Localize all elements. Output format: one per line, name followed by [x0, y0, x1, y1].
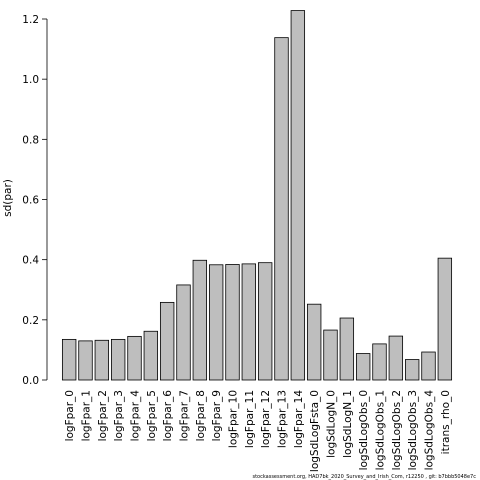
- y-tick-label: 0.0: [22, 375, 39, 387]
- x-tick-label: logSdLogN_0: [326, 390, 338, 458]
- bar-logfpar-14: [290, 10, 306, 381]
- bar-logfpar-12: [257, 262, 273, 381]
- x-tick-label: logFpar_8: [195, 390, 207, 441]
- bar-logfpar-7: [176, 284, 191, 381]
- bar-logsdlogobs-0: [355, 353, 371, 381]
- bar-logsdlogobs-1: [372, 343, 387, 381]
- bar-logsdlogn-1: [339, 317, 355, 381]
- y-tick-label: 0.4: [22, 255, 39, 267]
- x-tick-label: logSdLogObs_0: [358, 390, 370, 470]
- x-tick-label: logFpar_5: [146, 390, 158, 441]
- x-tick-label: logFpar_13: [277, 390, 289, 448]
- x-tick-label: logSdLogObs_1: [375, 390, 387, 470]
- x-tick-label: logSdLogObs_3: [407, 390, 419, 470]
- x-tick-label: logFpar_12: [260, 390, 272, 448]
- bar-logfpar-0: [61, 338, 77, 381]
- y-tick-label: 0.2: [22, 315, 39, 327]
- x-tick-label: logFpar_4: [130, 390, 142, 442]
- bar-logfpar-3: [110, 338, 126, 381]
- bar-logfpar-9: [208, 264, 224, 381]
- bar-logsdlogfsta-0: [306, 303, 322, 381]
- bar-logsdlogobs-2: [388, 335, 404, 381]
- y-axis: 0.0 0.2 0.4 0.6 0.8 1.0 1.2: [22, 14, 48, 387]
- x-tick-label: logFpar_14: [293, 390, 305, 448]
- x-tick-label: logSdLogObs_2: [391, 390, 403, 470]
- y-tick-label: 1.2: [22, 14, 39, 26]
- x-tick-label: logSdLogN_1: [342, 390, 354, 458]
- bar-logfpar-13: [274, 37, 289, 381]
- x-tick-label: logFpar_7: [179, 390, 191, 441]
- bar-logfpar-4: [127, 335, 142, 381]
- bar-logsdlogobs-3: [404, 359, 420, 381]
- x-tick-label: logFpar_1: [81, 390, 93, 441]
- bar-logfpar-2: [94, 339, 110, 381]
- y-axis-title: sd(par): [2, 179, 14, 217]
- x-tick-label: logFpar_3: [113, 390, 125, 441]
- bar-logfpar-5: [143, 330, 159, 381]
- x-tick-labels: logFpar_0 logFpar_1 logFpar_2 logFpar_3 logF…: [64, 390, 452, 472]
- x-tick-label: logFpar_2: [97, 390, 109, 441]
- x-tick-label: logSdLogFsta_0: [309, 390, 321, 472]
- bar-logsdlogobs-4: [421, 351, 436, 381]
- x-tick-label: logFpar_10: [228, 390, 240, 448]
- y-tick-label: 1.0: [22, 74, 39, 86]
- x-tick-label: itrans_rho_0: [440, 390, 452, 454]
- bar-logfpar-10: [225, 264, 240, 381]
- x-tick-label: logFpar_9: [211, 390, 223, 441]
- bar-logfpar-8: [192, 259, 208, 381]
- y-tick-label: 0.8: [22, 134, 39, 146]
- bar-logsdlogn-0: [323, 329, 338, 381]
- bar-logfpar-6: [159, 301, 175, 381]
- bar-logfpar-11: [241, 263, 257, 381]
- y-tick-label: 0.6: [22, 195, 39, 207]
- bar-itrans-rho-0: [437, 257, 453, 381]
- x-tick-label: logSdLogObs_4: [424, 390, 436, 471]
- x-tick-label: logFpar_6: [162, 390, 174, 442]
- bar-logfpar-1: [78, 340, 93, 381]
- x-tick-label: logFpar_11: [244, 390, 256, 448]
- footer-caption: stockassessment.org, HAD7bk_2020_Survey_…: [252, 474, 476, 480]
- x-tick-label: logFpar_0: [64, 390, 76, 441]
- bars: [61, 10, 453, 381]
